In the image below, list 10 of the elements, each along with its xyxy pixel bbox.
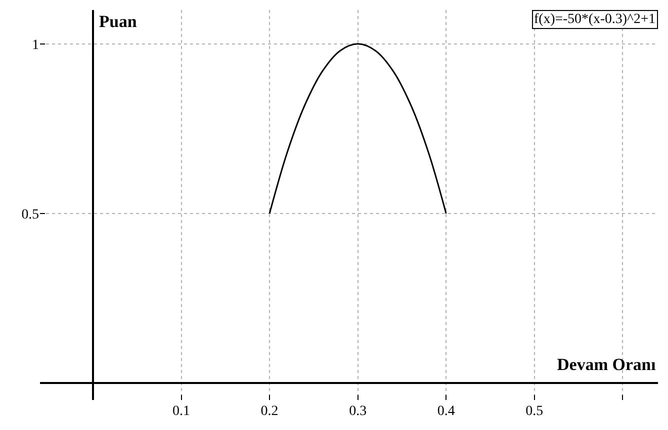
x-tick-label: 0.4 [437, 404, 455, 419]
annotation: f(x)=-50*(x-0.3)^2+1 [534, 12, 656, 27]
x-tick-label: 0.3 [349, 404, 367, 419]
line-series [268, 43, 447, 214]
x-tick-label: 0.2 [260, 404, 278, 419]
y-axis-title: Puan [99, 12, 138, 31]
x-axis-title: Devam Oranı [557, 355, 656, 374]
y-tick-label: 1 [32, 38, 39, 53]
x-tick-label: 0.5 [526, 404, 544, 419]
x-tick-label: 0.1 [172, 404, 190, 419]
